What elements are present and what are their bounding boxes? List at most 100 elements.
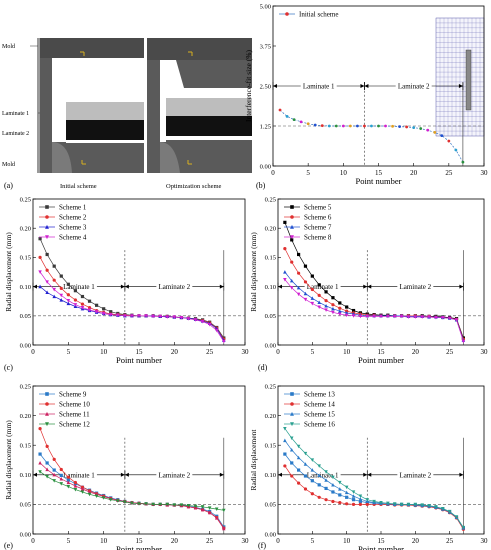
data-point xyxy=(413,315,418,319)
data-point xyxy=(310,479,314,483)
data-point xyxy=(45,461,49,465)
data-point xyxy=(310,468,315,472)
x-tick-label: 25 xyxy=(446,348,454,356)
x-tick-label: 20 xyxy=(171,537,179,545)
data-point xyxy=(398,125,401,129)
data-point xyxy=(303,280,308,284)
data-point xyxy=(87,299,92,303)
x-tick-label: 10 xyxy=(100,537,108,545)
data-point xyxy=(338,309,342,313)
data-point xyxy=(386,314,390,319)
data-point xyxy=(392,502,397,506)
data-point xyxy=(427,315,431,319)
legend-label: Scheme 8 xyxy=(304,234,332,242)
data-point xyxy=(419,127,423,130)
data-point xyxy=(52,457,56,462)
data-point xyxy=(317,300,321,304)
optimized-mold-fillet xyxy=(160,142,180,173)
data-point xyxy=(324,303,328,308)
x-axis-label: Point number xyxy=(116,355,162,365)
data-point xyxy=(95,303,99,307)
legend-label: Initial scheme xyxy=(299,11,338,19)
panel-b-chart: 0 5 10 15 20 25 30 0.00 1.25 2.50 3.75 5.00 Point nu… xyxy=(244,3,488,190)
data-point xyxy=(66,299,71,303)
data-point xyxy=(331,303,335,307)
series-line xyxy=(39,453,225,528)
data-point xyxy=(87,308,92,312)
y-tick-label: 0.15 xyxy=(265,443,276,450)
arrow-head xyxy=(120,284,125,289)
x-tick-label: 10 xyxy=(343,348,351,356)
data-point xyxy=(38,470,42,474)
arrow-head xyxy=(33,284,37,289)
data-point xyxy=(45,252,49,257)
arrow-head xyxy=(458,84,463,88)
data-point xyxy=(317,293,321,297)
data-point xyxy=(461,160,465,164)
legend-label: Scheme 16 xyxy=(304,421,335,429)
x-tick-label: 20 xyxy=(410,169,418,177)
y-tick-label: 0.25 xyxy=(20,383,31,390)
x-tick-label: 5 xyxy=(311,537,315,545)
data-point xyxy=(52,294,56,299)
data-point xyxy=(52,479,56,483)
caption-initial-scheme: Initial scheme xyxy=(60,183,97,190)
data-point xyxy=(351,314,356,318)
initial-laminate-1 xyxy=(66,102,144,120)
legend-marker xyxy=(290,205,294,209)
data-point xyxy=(73,298,77,302)
data-point xyxy=(130,501,134,506)
data-point xyxy=(290,260,294,264)
x-tick-label: 15 xyxy=(375,169,383,177)
laminate-1-label: Laminate 1 xyxy=(307,471,339,479)
data-point xyxy=(73,303,78,307)
data-point xyxy=(324,498,328,502)
annotation-bg xyxy=(304,281,341,291)
data-point xyxy=(283,247,287,251)
data-point xyxy=(108,313,113,317)
data-point xyxy=(179,503,184,507)
side-label-mold-bottom: Mold xyxy=(2,162,15,168)
data-point xyxy=(80,294,85,299)
data-point xyxy=(391,124,394,128)
data-point xyxy=(283,464,287,468)
x-tick-label: 30 xyxy=(242,537,250,545)
legend-label: Scheme 9 xyxy=(59,391,87,399)
x-tick-label: 20 xyxy=(171,348,179,356)
data-point xyxy=(365,498,370,502)
data-point xyxy=(303,291,308,296)
arrow-head xyxy=(459,472,464,477)
data-point xyxy=(222,526,226,531)
data-point xyxy=(406,502,411,507)
data-point xyxy=(130,314,134,318)
data-point xyxy=(52,264,56,268)
data-point xyxy=(296,444,301,449)
data-point xyxy=(427,503,431,508)
data-point xyxy=(370,124,373,128)
arrow-head xyxy=(367,284,372,289)
data-point xyxy=(440,134,444,138)
legend-marker xyxy=(45,205,49,209)
data-point xyxy=(345,305,349,309)
y-tick-label: 0.25 xyxy=(20,196,31,203)
x-tick-label: 15 xyxy=(136,348,144,356)
y-tick-label: 0.00 xyxy=(265,531,276,538)
data-point xyxy=(214,516,219,520)
data-point xyxy=(341,124,345,128)
data-point xyxy=(45,444,49,448)
data-point xyxy=(59,477,64,481)
data-point xyxy=(289,278,294,283)
x-tick-label: 5 xyxy=(311,348,315,356)
x-tick-label: 0 xyxy=(31,348,35,356)
data-point xyxy=(292,118,296,121)
x-tick-label: 15 xyxy=(378,348,386,356)
series-line xyxy=(284,440,464,529)
series-line xyxy=(279,109,464,163)
panel-e-chart: 0 5 10 15 20 25 30 0.00 0.05 0.10 0.15 0.20 0.25 Poin… xyxy=(4,383,249,550)
x-tick-label: 30 xyxy=(481,348,489,356)
data-point xyxy=(344,310,349,315)
data-point xyxy=(310,274,314,278)
data-point xyxy=(38,270,42,274)
x-tick-label: 5 xyxy=(67,537,71,545)
data-point xyxy=(338,487,342,491)
